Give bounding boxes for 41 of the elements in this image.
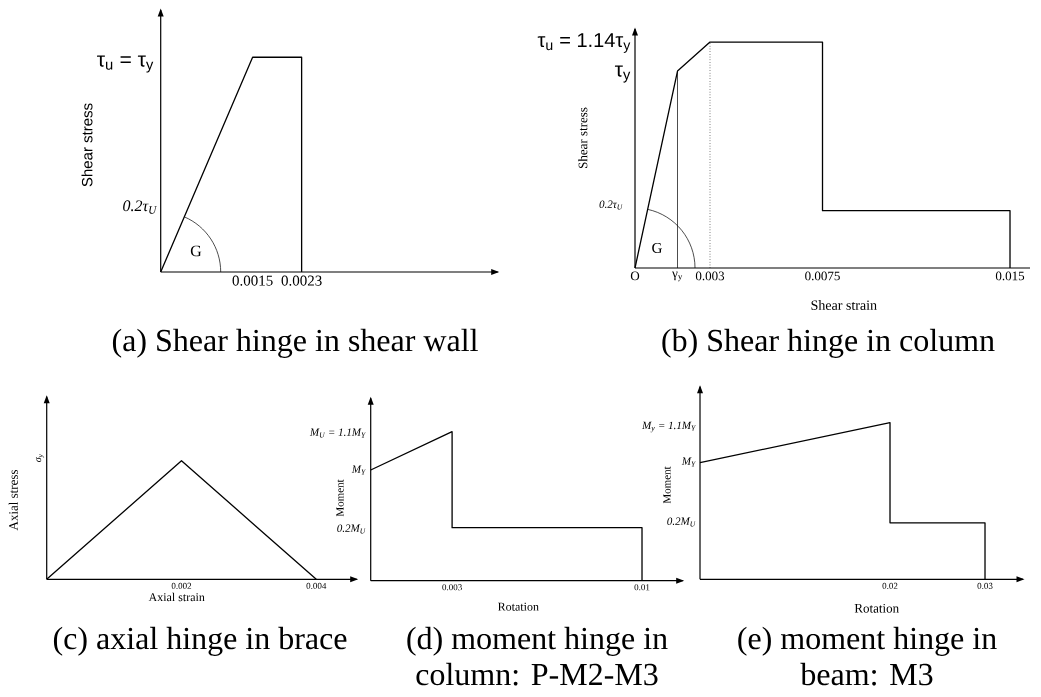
- text: τ$_{u}$ = 1.14τ$_{y}$: [537, 33, 631, 53]
- y-axis-title: Shear stress: [81, 103, 93, 187]
- y-axis-title: Moment: [663, 466, 671, 504]
- annotation: M$_{Y}$: [681, 457, 696, 467]
- annotation: 0.2M$_{U}$: [667, 517, 696, 527]
- x-tick-label: 0.004: [306, 582, 327, 589]
- x-axis-title: Rotation: [497, 602, 539, 611]
- text: τ$_{y}$: [614, 65, 631, 83]
- text: (c) axial hinge in brace: [53, 626, 347, 656]
- x-tick-label: 0.003: [442, 584, 462, 591]
- text: (b) Shear hinge in column: [662, 328, 995, 358]
- y-axis-title: Shear stress: [578, 107, 588, 169]
- annotation: M$_{Y}$: [351, 465, 366, 475]
- text: τ$_{u}$ = τ$_{y}$: [97, 55, 154, 73]
- text: 0.2τ$_{U}$: [123, 200, 157, 214]
- x-tick-label: 0.03: [977, 582, 993, 589]
- x-tick-label: 0.01: [634, 584, 650, 591]
- x-tick-label: O: [630, 271, 640, 281]
- text: M$_{U}$ = 1.1M$_{Y}$: [309, 428, 366, 438]
- y-axis-title: Axial stress: [8, 469, 18, 531]
- x-tick-label: 0.003: [695, 271, 725, 281]
- text: σ$_{y}$: [35, 454, 45, 462]
- annotation: G: [190, 245, 202, 257]
- x-tick-label: 0.002: [171, 582, 192, 589]
- annotation: M$_{y}$ = 1.1M$_{Y}$: [641, 421, 696, 433]
- x-tick-label: 0.015: [995, 271, 1025, 281]
- text: (d) moment hinge in column: P-M2-M3: [407, 626, 668, 686]
- annotation: G: [652, 242, 662, 254]
- text: (a) Shear hinge in shear wall: [112, 328, 478, 358]
- x-tick-label: 0.0015: [232, 275, 273, 286]
- x-tick-label: γ$_{y}$: [672, 271, 683, 282]
- x-tick-label: 0.0023: [281, 275, 322, 286]
- y-axis-title: Moment: [336, 479, 344, 517]
- x-axis-title: Rotation: [854, 603, 899, 613]
- x-axis-title: Axial strain: [148, 592, 205, 602]
- x-tick-label: 0.02: [882, 582, 898, 589]
- x-axis-title: Shear strain: [811, 300, 877, 310]
- annotation: 0.2M$_{U}$: [337, 524, 366, 534]
- text: 0.2τ$_{U}$: [599, 200, 623, 210]
- text: (e) moment hinge in beam: M3: [738, 626, 997, 686]
- x-tick-label: 0.0075: [805, 271, 840, 281]
